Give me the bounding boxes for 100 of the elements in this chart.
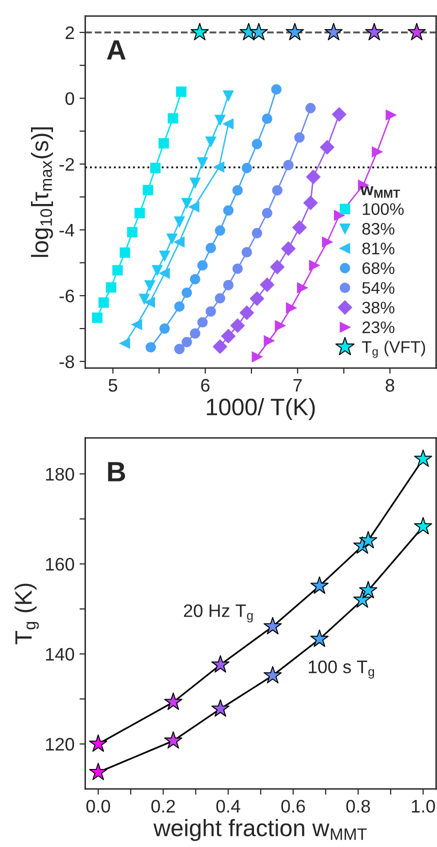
point [98, 297, 109, 308]
annotation: 100 s T$_{g}$ [308, 660, 374, 679]
y-tick-label: -4 [60, 224, 74, 236]
x-axis-title: 1000/ T(K) [206, 398, 315, 420]
point [252, 352, 262, 362]
y-axis-title: T$_{g}$ (K) [14, 584, 39, 644]
point [182, 336, 192, 348]
point [134, 208, 145, 218]
point [197, 260, 208, 271]
point [139, 294, 150, 304]
y-tick-label: -2 [60, 158, 74, 171]
point [386, 110, 396, 120]
point [286, 302, 296, 314]
point [274, 320, 286, 331]
point [176, 86, 186, 97]
point [174, 344, 185, 354]
x-tick-label: 0.4 [216, 800, 240, 813]
legend-label: T$_{g}$ (VFT) [362, 340, 426, 358]
point [221, 329, 236, 344]
point [281, 242, 296, 256]
point [250, 292, 264, 306]
x-tick-label: 0.2 [151, 800, 175, 813]
x-tick-label: 8 [386, 378, 394, 392]
x-tick-label: 1.0 [412, 800, 435, 813]
point [252, 138, 262, 150]
point [232, 185, 243, 196]
point [332, 107, 346, 122]
point [106, 282, 116, 293]
point [152, 265, 162, 276]
point [92, 312, 102, 323]
legend-title: w$_{MMT}$ [360, 186, 400, 198]
annotation: 20 Hz T$_{g}$ [184, 604, 253, 622]
x-tick-label: 0.6 [281, 800, 305, 813]
point [206, 306, 216, 317]
point [320, 140, 334, 154]
point [188, 202, 200, 212]
point [206, 136, 216, 147]
point [120, 338, 130, 349]
y-tick-label: 180 [46, 468, 74, 481]
point [120, 247, 130, 258]
point [159, 250, 170, 262]
point [197, 317, 208, 328]
legend-label: 68% [362, 262, 394, 274]
point [190, 274, 200, 284]
point [144, 280, 156, 291]
legend-label: 38% [362, 302, 394, 314]
point [223, 280, 234, 290]
point [270, 260, 284, 274]
x-tick-label: 0.0 [86, 800, 110, 813]
x-tick-label: 7 [294, 379, 302, 392]
point [297, 282, 308, 293]
point [223, 205, 234, 216]
x-tick-label: 5 [108, 379, 118, 392]
point [232, 263, 243, 274]
point [214, 114, 226, 126]
y-tick-label: 120 [46, 738, 74, 751]
annotation: B [108, 462, 126, 482]
legend-label: 83% [362, 222, 394, 235]
point [174, 236, 185, 248]
point [127, 226, 138, 238]
legend-label: 100% [362, 203, 404, 216]
point [306, 170, 320, 184]
point [174, 301, 185, 312]
point [283, 160, 294, 170]
point [166, 234, 178, 244]
point [292, 220, 307, 235]
point [230, 318, 245, 333]
legend-label: 54% [362, 282, 394, 294]
point [372, 146, 382, 158]
point [214, 293, 226, 304]
point [294, 132, 305, 143]
point [252, 228, 262, 238]
point [260, 278, 274, 292]
x-axis-title: weight fraction w$_{MMT}$ [153, 819, 367, 842]
point [262, 113, 272, 124]
legend-label: 81% [362, 242, 394, 254]
point [223, 118, 234, 130]
point [142, 184, 154, 196]
point [272, 185, 282, 196]
point [132, 319, 142, 330]
point [144, 297, 156, 308]
point [223, 90, 234, 101]
point [206, 242, 216, 254]
point [112, 265, 123, 276]
y-tick-label: 2 [66, 26, 74, 39]
point [182, 287, 192, 298]
point [264, 336, 274, 346]
y-tick-label: 160 [46, 558, 74, 571]
point [197, 157, 208, 168]
point [240, 306, 254, 320]
point [271, 84, 282, 95]
point [159, 268, 170, 278]
point [212, 340, 228, 354]
point [150, 162, 161, 174]
point [158, 138, 169, 149]
x-tick-label: 6 [201, 378, 210, 392]
point [190, 328, 200, 339]
point [159, 323, 170, 334]
legend-label: 23% [362, 321, 394, 334]
point [305, 102, 316, 114]
